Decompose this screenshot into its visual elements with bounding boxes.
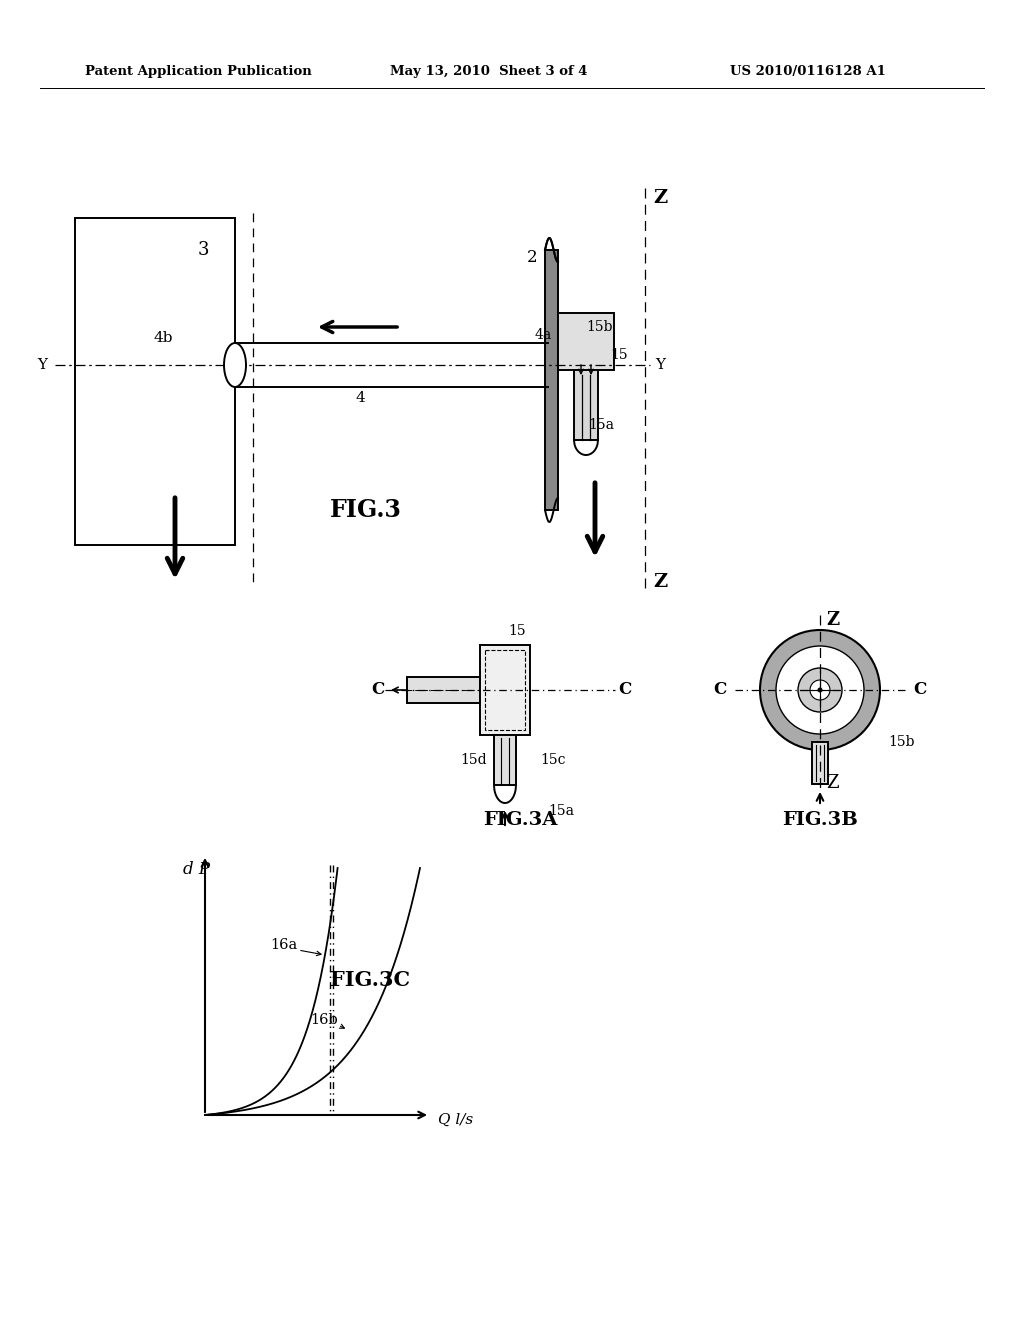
- Text: 16a: 16a: [270, 939, 297, 952]
- Text: 4b: 4b: [154, 331, 173, 345]
- Text: FIG.3: FIG.3: [330, 498, 401, 521]
- Text: 15c: 15c: [540, 752, 565, 767]
- Bar: [485, 649, 525, 730]
- Text: 2: 2: [527, 249, 538, 267]
- Text: 15: 15: [508, 624, 525, 638]
- Text: 3: 3: [198, 242, 210, 259]
- Text: Q l/s: Q l/s: [438, 1113, 473, 1127]
- Text: 4a: 4a: [535, 327, 552, 342]
- Text: May 13, 2010  Sheet 3 of 4: May 13, 2010 Sheet 3 of 4: [390, 66, 588, 78]
- Text: 15b: 15b: [888, 735, 914, 748]
- Text: Y: Y: [37, 358, 47, 372]
- Text: 15d: 15d: [460, 752, 486, 767]
- Text: Z: Z: [826, 774, 839, 792]
- Text: Y: Y: [655, 358, 665, 372]
- Text: 4: 4: [355, 391, 365, 405]
- Bar: [812, 742, 828, 784]
- Text: C: C: [618, 681, 632, 698]
- Text: Z: Z: [653, 573, 668, 591]
- Text: Patent Application Publication: Patent Application Publication: [85, 66, 311, 78]
- Text: FIG.3A: FIG.3A: [482, 810, 557, 829]
- Bar: [480, 645, 530, 735]
- Text: 15a: 15a: [588, 418, 614, 432]
- Circle shape: [810, 680, 830, 700]
- Text: 15a: 15a: [548, 804, 574, 818]
- Bar: [494, 735, 516, 785]
- Text: 15: 15: [610, 348, 628, 362]
- Text: Z: Z: [826, 611, 839, 630]
- Text: C: C: [714, 681, 727, 698]
- Bar: [545, 249, 558, 510]
- Text: C: C: [913, 681, 927, 698]
- Bar: [75, 218, 234, 545]
- Circle shape: [760, 630, 880, 750]
- Text: d P: d P: [183, 862, 210, 879]
- Text: 15b: 15b: [586, 319, 612, 334]
- Circle shape: [798, 668, 842, 711]
- Text: Z: Z: [653, 189, 668, 207]
- Ellipse shape: [224, 343, 246, 387]
- Text: 16b: 16b: [310, 1012, 338, 1027]
- Bar: [558, 313, 614, 370]
- Circle shape: [776, 645, 864, 734]
- Text: FIG.3C: FIG.3C: [330, 970, 410, 990]
- Text: FIG.3B: FIG.3B: [782, 810, 858, 829]
- Circle shape: [817, 688, 822, 693]
- Text: US 2010/0116128 A1: US 2010/0116128 A1: [730, 66, 886, 78]
- Bar: [574, 370, 598, 440]
- Text: C: C: [372, 681, 385, 698]
- Bar: [407, 677, 480, 704]
